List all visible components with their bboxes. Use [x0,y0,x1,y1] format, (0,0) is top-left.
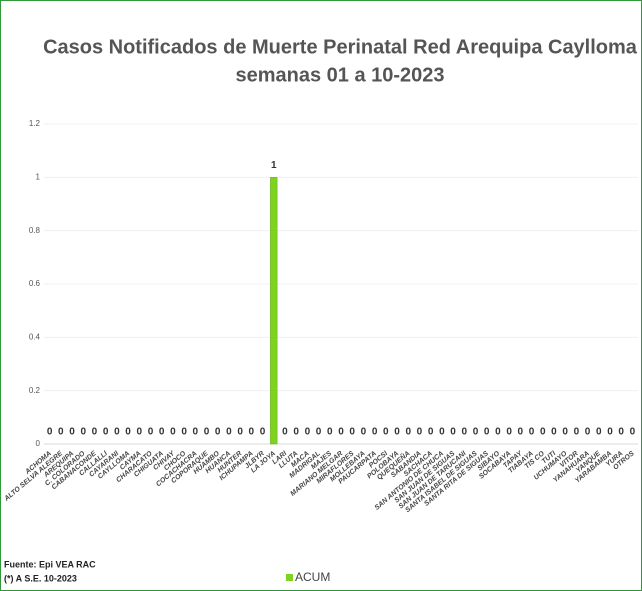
data-label: 0 [260,427,266,438]
legend-swatch [286,574,293,581]
data-label: 0 [58,427,64,438]
data-label: 0 [618,427,624,438]
data-label: 0 [226,427,232,438]
data-label: 0 [338,427,344,438]
data-label: 0 [394,427,400,438]
data-label: 0 [506,427,512,438]
data-label: 0 [249,427,255,438]
data-label: 0 [484,427,490,438]
y-tick-label: 0.6 [29,279,41,288]
data-label: 0 [327,427,333,438]
data-label: 0 [383,427,389,438]
data-label: 0 [170,427,176,438]
y-tick-label: 1 [36,172,41,181]
data-label: 0 [148,427,154,438]
data-label: 0 [585,427,591,438]
data-label: 0 [529,427,535,438]
data-label: 0 [305,427,311,438]
data-label: 0 [215,427,221,438]
data-label: 0 [596,427,602,438]
legend-label[interactable]: ACUM [295,570,330,584]
data-label: 0 [282,427,288,438]
data-label: 0 [136,427,142,438]
data-label: 0 [540,427,546,438]
data-label: 0 [473,427,479,438]
data-label: 0 [47,427,53,438]
y-tick-label: 0 [36,439,41,448]
data-label: 0 [450,427,456,438]
data-label: 0 [495,427,501,438]
y-tick-label: 0.8 [29,226,41,235]
data-label: 0 [551,427,557,438]
data-label: 0 [630,427,636,438]
data-label: 0 [428,427,434,438]
data-label: 0 [125,427,131,438]
data-label: 0 [92,427,98,438]
footnote: (*) A S.E. 10-2023 [4,573,77,583]
data-label: 0 [103,427,109,438]
y-tick-label: 0.4 [29,332,41,341]
data-label: 0 [349,427,355,438]
data-label: 0 [159,427,165,438]
data-label: 0 [293,427,299,438]
data-label: 0 [80,427,86,438]
data-label: 0 [316,427,322,438]
data-label: 0 [114,427,120,438]
data-label: 0 [237,427,243,438]
data-label: 0 [181,427,187,438]
source-note: Fuente: Epi VEA RAC [4,559,96,569]
data-label: 0 [607,427,613,438]
bar [270,177,278,445]
data-label: 0 [518,427,524,438]
data-label: 0 [193,427,199,438]
data-label: 0 [69,427,75,438]
y-tick-label: 1.2 [29,119,41,128]
data-label: 0 [574,427,580,438]
data-label: 1 [271,160,277,171]
data-label: 0 [417,427,423,438]
data-label: 0 [439,427,445,438]
data-label: 0 [204,427,210,438]
chart-title: Casos Notificados de Muerte Perinatal Re… [43,36,638,58]
data-label: 0 [372,427,378,438]
data-label: 0 [361,427,367,438]
data-label: 0 [462,427,468,438]
data-label: 0 [405,427,411,438]
data-label: 0 [562,427,568,438]
chart-subtitle: semanas 01 a 10-2023 [235,64,444,86]
y-tick-label: 0.2 [29,386,41,395]
